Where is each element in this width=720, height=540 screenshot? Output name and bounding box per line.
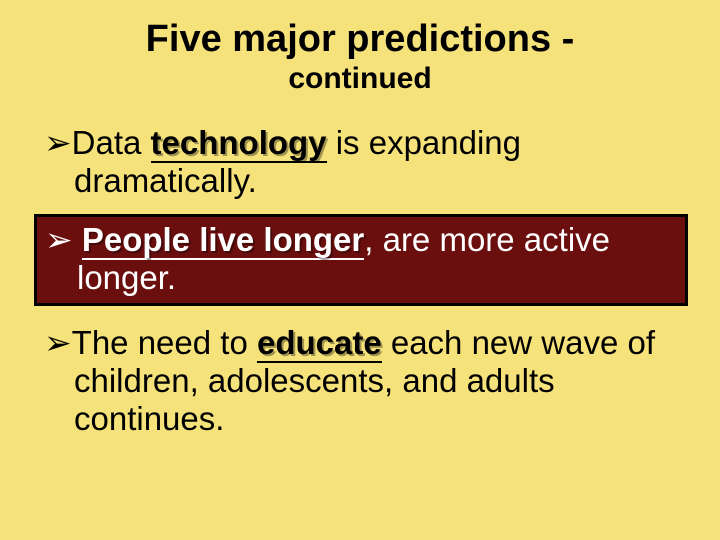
- arrow-icon: ➢: [44, 324, 72, 361]
- bullet-keyword: technology: [151, 124, 327, 163]
- title-line1: Five major predictions -: [30, 20, 690, 60]
- bullet-keyword: People live longer: [82, 221, 364, 260]
- arrow-icon: ➢: [44, 124, 72, 161]
- bullet-item: ➢The need to educate each new wave of ch…: [44, 324, 682, 438]
- bullet-list: ➢Data technology is expanding dramatical…: [30, 124, 690, 438]
- bullet-item-highlighted: ➢ People live longer, are more active lo…: [34, 214, 688, 306]
- bullet-pre: [73, 221, 82, 258]
- bullet-item: ➢Data technology is expanding dramatical…: [44, 124, 682, 200]
- bullet-pre: The need to: [72, 324, 257, 361]
- bullet-keyword: educate: [257, 324, 382, 363]
- bullet-pre: Data: [72, 124, 151, 161]
- arrow-icon: ➢: [45, 221, 73, 258]
- title-line2: continued: [30, 62, 690, 96]
- slide: Five major predictions - continued ➢Data…: [0, 0, 720, 540]
